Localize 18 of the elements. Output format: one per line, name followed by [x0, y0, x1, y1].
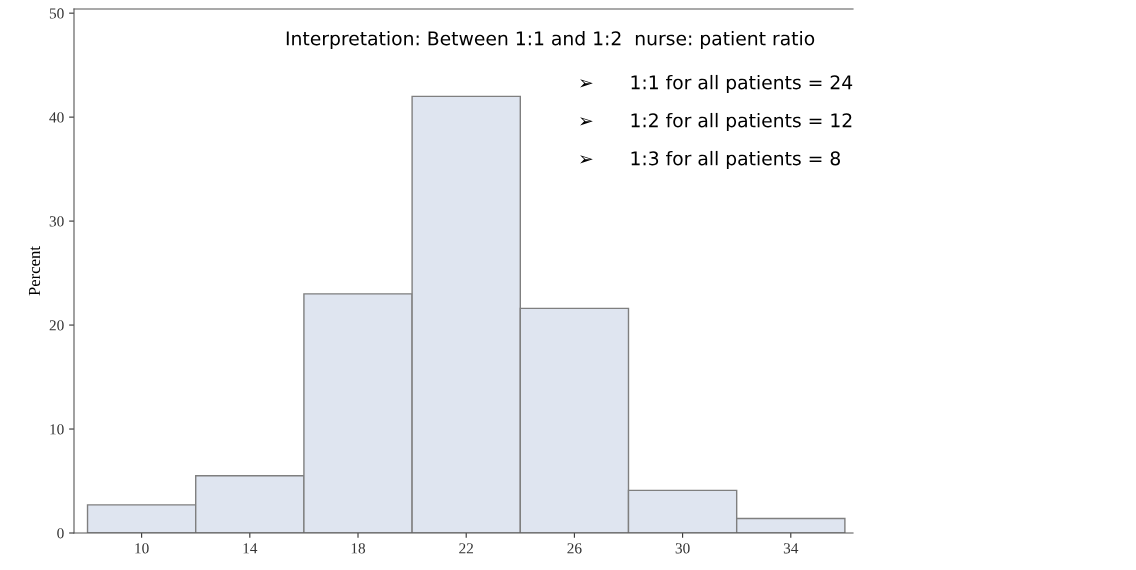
- annotation: ➢ 1:2 for all patients = 12: [580, 112, 852, 132]
- annotation: Interpretation: Between 1:1 and 1:2 nurse: patient ratio: [286, 30, 815, 50]
- x-tick-label: 30: [675, 543, 690, 554]
- annotation: ➢ 1:1 for all patients = 24: [580, 74, 853, 94]
- x-tick-label: 26: [567, 543, 582, 554]
- y-tick-label: 40: [49, 112, 64, 123]
- x-tick-label: 22: [459, 543, 473, 554]
- y-tick-label: 20: [49, 320, 64, 331]
- y-tick-label: 10: [50, 424, 64, 435]
- y-axis-title: Percent: [28, 246, 41, 296]
- y-tick-label: 30: [49, 216, 64, 227]
- x-tick-label: 18: [351, 543, 366, 554]
- y-tick-label: 0: [57, 528, 64, 539]
- x-tick-label: 34: [783, 543, 799, 554]
- y-tick-label: 50: [49, 8, 64, 19]
- x-tick-label: 14: [243, 543, 258, 554]
- x-tick-label: 10: [135, 543, 149, 554]
- annotation: ➢ 1:3 for all patients = 8: [580, 150, 840, 170]
